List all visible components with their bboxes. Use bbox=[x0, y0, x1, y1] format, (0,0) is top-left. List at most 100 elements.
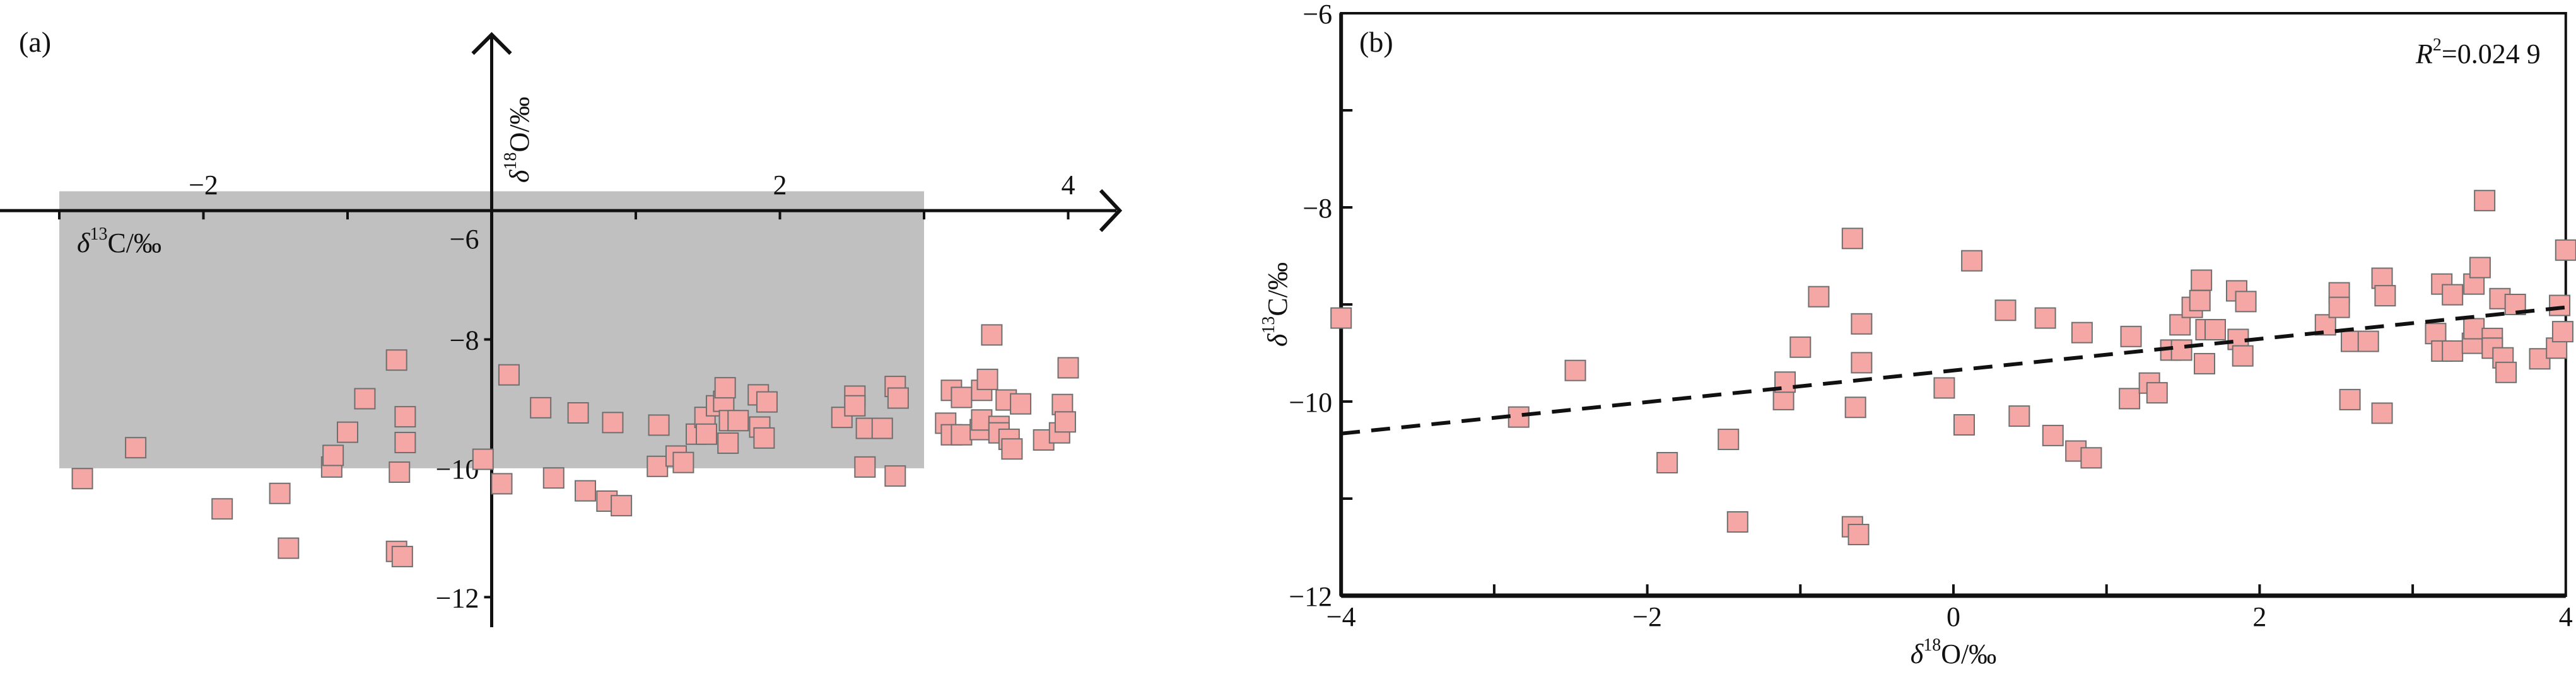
data-point bbox=[1508, 406, 1530, 428]
data-point bbox=[2474, 190, 2496, 212]
data-point bbox=[753, 427, 775, 449]
data-point bbox=[2425, 323, 2447, 345]
panel-b: −4 −2 0 2 4−6−8−10−12 (b) R2=0.024 9 δ18O/‰ … bbox=[1259, 0, 2576, 669]
data-point bbox=[2551, 321, 2573, 343]
xlabel-rest: O/‰ bbox=[1941, 639, 1996, 669]
y-tick-label: −10 bbox=[436, 454, 479, 485]
x-tick-label: 2 bbox=[773, 170, 787, 200]
data-point bbox=[2495, 361, 2517, 383]
data-point bbox=[2034, 307, 2056, 329]
panel-a-points bbox=[71, 324, 1079, 567]
data-point bbox=[1847, 523, 1870, 545]
x-tick-label: 0 bbox=[1947, 601, 1960, 632]
y-tick-label: −10 bbox=[1289, 387, 1332, 418]
x-tick-label: 4 bbox=[1062, 170, 1075, 200]
data-point bbox=[1330, 307, 1352, 329]
data-point bbox=[125, 437, 147, 459]
data-point bbox=[472, 448, 494, 470]
data-point bbox=[2328, 296, 2350, 318]
data-point bbox=[884, 465, 906, 487]
data-point bbox=[714, 377, 736, 399]
data-point bbox=[2169, 314, 2191, 336]
data-point bbox=[727, 410, 749, 432]
data-point bbox=[1841, 228, 1863, 250]
data-point bbox=[1844, 396, 1866, 419]
r-symbol: R bbox=[2415, 38, 2433, 69]
data-point bbox=[2314, 314, 2336, 336]
data-point bbox=[278, 537, 300, 559]
data-point bbox=[951, 386, 973, 408]
data-point bbox=[2232, 345, 2254, 367]
data-point bbox=[672, 451, 694, 473]
data-point bbox=[1851, 352, 1873, 374]
x-axis-arrow-icon bbox=[1099, 189, 1123, 233]
data-point bbox=[542, 467, 565, 489]
ylabel-superscript: 18 bbox=[501, 153, 520, 170]
data-point bbox=[611, 495, 633, 517]
y-tick-label: −6 bbox=[1303, 0, 1332, 30]
data-point bbox=[1054, 411, 1076, 433]
r2-value: =0.024 9 bbox=[2442, 38, 2541, 69]
data-point bbox=[695, 423, 717, 445]
data-point bbox=[2555, 239, 2576, 261]
data-point bbox=[1726, 511, 1748, 533]
data-point bbox=[567, 402, 589, 424]
data-point bbox=[389, 461, 411, 483]
data-point bbox=[2357, 330, 2379, 352]
r2-superscript: 2 bbox=[2433, 35, 2442, 55]
x-tick-label: 2 bbox=[2252, 601, 2266, 632]
ylabel-rest: C/‰ bbox=[1262, 262, 1293, 316]
y-tick-label: −8 bbox=[450, 325, 479, 356]
data-point bbox=[717, 432, 739, 454]
panel-b-ylabel: δ13C/‰ bbox=[1259, 262, 1293, 347]
data-point bbox=[854, 456, 876, 478]
y-tick-label: −6 bbox=[450, 224, 479, 255]
data-point bbox=[2008, 405, 2030, 427]
panel-a-label: (a) bbox=[19, 26, 51, 58]
y-tick-label: −8 bbox=[1303, 193, 1332, 224]
data-point bbox=[1772, 388, 1794, 410]
data-point bbox=[2189, 289, 2211, 311]
data-point bbox=[2071, 321, 2093, 344]
data-point bbox=[2120, 325, 2142, 347]
panel-b-xlabel: δ18O/‰ bbox=[1911, 635, 1996, 669]
data-point bbox=[871, 417, 893, 439]
data-point bbox=[530, 396, 552, 419]
data-point bbox=[2463, 318, 2485, 340]
y-tick-label: −12 bbox=[1289, 581, 1332, 612]
panel-a: −2 2 4−6−8−10−12 (a) δ13C/‰ δ18O/‰ bbox=[0, 26, 1123, 627]
data-point bbox=[2204, 319, 2227, 341]
data-point bbox=[2119, 388, 2141, 410]
data-point bbox=[2371, 402, 2393, 424]
ylabel-rest: O/‰ bbox=[504, 97, 535, 153]
data-point bbox=[1994, 299, 2017, 321]
data-point bbox=[394, 406, 416, 428]
data-point bbox=[2170, 339, 2193, 361]
data-point bbox=[322, 444, 344, 466]
xlabel-superscript: 13 bbox=[90, 224, 107, 244]
data-point bbox=[951, 424, 973, 446]
data-point bbox=[1808, 286, 1830, 308]
data-point bbox=[491, 473, 513, 495]
data-point bbox=[602, 412, 624, 434]
data-point bbox=[1057, 357, 1079, 379]
x-tick-label: −2 bbox=[189, 170, 218, 200]
data-point bbox=[647, 455, 669, 477]
delta-symbol: δ bbox=[1911, 639, 1924, 669]
trendline bbox=[1340, 305, 2567, 436]
delta-symbol: δ bbox=[1262, 333, 1293, 347]
ylabel-superscript: 13 bbox=[1259, 316, 1279, 334]
panel-a-axes: −2 2 4 −6 −8 −10 −12 bbox=[0, 32, 1123, 627]
data-point bbox=[2191, 269, 2213, 291]
data-point bbox=[2374, 285, 2396, 307]
data-point bbox=[2080, 447, 2102, 469]
delta-symbol: δ bbox=[77, 228, 91, 258]
data-point bbox=[1851, 313, 1873, 335]
data-point bbox=[391, 545, 413, 567]
data-point bbox=[337, 421, 358, 443]
data-point bbox=[2042, 424, 2064, 446]
data-point bbox=[756, 391, 778, 413]
x-tick-label: 4 bbox=[2559, 601, 2573, 632]
r-squared-label: R2=0.024 9 bbox=[2415, 35, 2541, 69]
